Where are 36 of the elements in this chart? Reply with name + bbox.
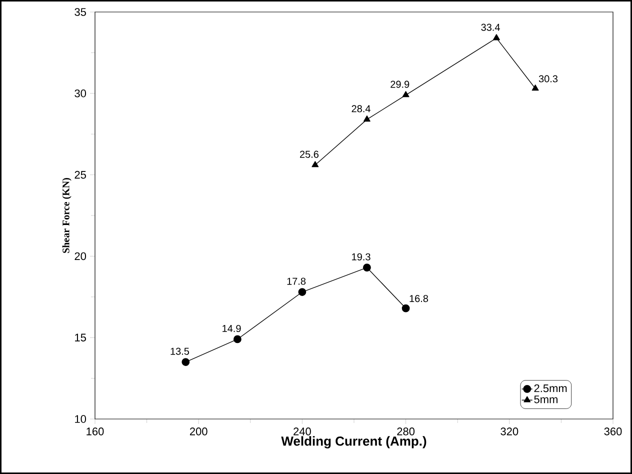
point [298,288,306,296]
point [312,161,319,168]
data-label: 17.8 [287,278,306,285]
data-label: 28.4 [352,105,370,112]
data-label: 19.3 [352,253,370,260]
data-label: 29.9 [390,80,410,88]
x-tick-label: 240 [294,428,311,436]
point [363,264,371,272]
data-label: 13.5 [170,348,190,355]
legend-label: 5mm [534,396,558,404]
data-label: 33.4 [481,24,500,31]
point [234,335,242,344]
x-tick-label: 280 [397,428,415,436]
point [402,91,410,98]
y-tick-label: 25 [74,170,86,179]
y-tick-label: 35 [74,8,86,16]
y-tick-label: 30 [74,90,86,98]
data-label: 25.6 [300,150,319,158]
y-axis-title: Shear Force (KN) [62,178,72,253]
point [363,115,370,122]
y-tick-label: 10 [75,415,86,423]
x-tick-label: 160 [86,428,104,436]
x-tick-label: 320 [500,428,518,436]
point [532,84,539,91]
point [182,358,190,366]
y-tick-label: 15 [75,334,86,342]
x-axis-title: Welding Current (Amp.) [281,436,426,448]
data-label: 14.9 [222,324,241,332]
point [492,34,500,40]
x-tick-label: 200 [190,428,208,436]
data-label: 30.3 [538,75,558,82]
legend-label: 2.5mm [534,384,567,392]
y-tick-label: 20 [74,252,86,260]
x-tick-label: 360 [604,428,622,436]
data-label: 16.8 [410,295,428,302]
point [402,304,410,312]
